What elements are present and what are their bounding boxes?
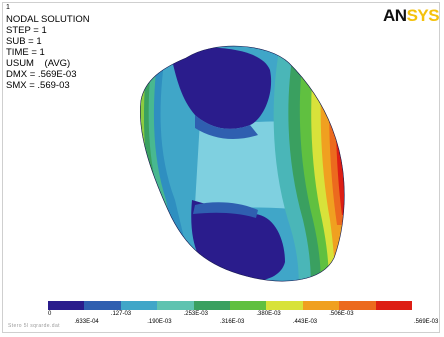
contour-band-darkblue-top (170, 47, 272, 129)
colorbar-label-top-4: .506E-03 (329, 311, 354, 317)
contour-colorbar (48, 301, 413, 310)
colorbar-label-bottom-0: .633E-04 (74, 319, 99, 325)
body-outline (140, 45, 345, 282)
colorbar-segment-5 (230, 301, 267, 310)
colorbar-segment-2 (120, 301, 158, 310)
footer-filename: Stero 5l sqrarde.dat (8, 323, 60, 329)
colorbar-label-top-3: .380E-03 (256, 311, 281, 317)
colorbar-segment-3 (157, 301, 194, 310)
legend-dmx: DMX = .569E-03 (6, 69, 77, 80)
contour-band-cyan (195, 120, 300, 210)
contour-band-blue-top-edge (195, 115, 258, 140)
contour-band-blue-bottom-edge (193, 202, 258, 218)
legend-step: STEP = 1 (6, 25, 47, 36)
graphics-window-frame (2, 2, 440, 333)
colorbar-segment-1 (84, 301, 121, 310)
colorbar-segment-4 (193, 301, 231, 310)
colorbar-label-bottom-2: .316E-03 (220, 319, 245, 325)
colorbar-segment-7 (302, 301, 340, 310)
colorbar-label-bottom-1: .190E-03 (147, 319, 172, 325)
logo-text-sys: SYS (406, 6, 440, 25)
solution-legend: NODAL SOLUTION STEP = 1 SUB = 1 TIME = 1… (6, 14, 90, 91)
contour-band-darkblue-bottom (191, 200, 285, 282)
colorbar-segment-6 (266, 301, 303, 310)
legend-sub: SUB = 1 (6, 36, 42, 47)
contour-band-red-right (335, 46, 345, 215)
window-number: 1 (6, 4, 10, 11)
colorbar-segment-8 (339, 301, 376, 310)
logo-text-an: AN (383, 6, 407, 25)
legend-smx: SMX = .569-03 (6, 80, 70, 91)
colorbar-label-top-2: .253E-03 (183, 311, 208, 317)
legend-usum: USUM (AVG) (6, 58, 71, 69)
colorbar-label-bottom-4: .569E-03 (414, 319, 439, 325)
legend-time: TIME = 1 (6, 47, 45, 58)
colorbar-segment-9 (375, 301, 413, 310)
contour-band-red-left (140, 80, 141, 125)
colorbar-label-top-0: 0 (48, 311, 52, 317)
legend-title: NODAL SOLUTION (6, 14, 90, 25)
colorbar-segment-0 (48, 301, 85, 310)
colorbar-label-bottom-3: .443E-03 (292, 319, 318, 325)
contour-band-lime-left (140, 46, 154, 200)
ansys-logo: ANSYS (383, 6, 441, 26)
colorbar-label-top-1: .127-03 (110, 311, 132, 317)
